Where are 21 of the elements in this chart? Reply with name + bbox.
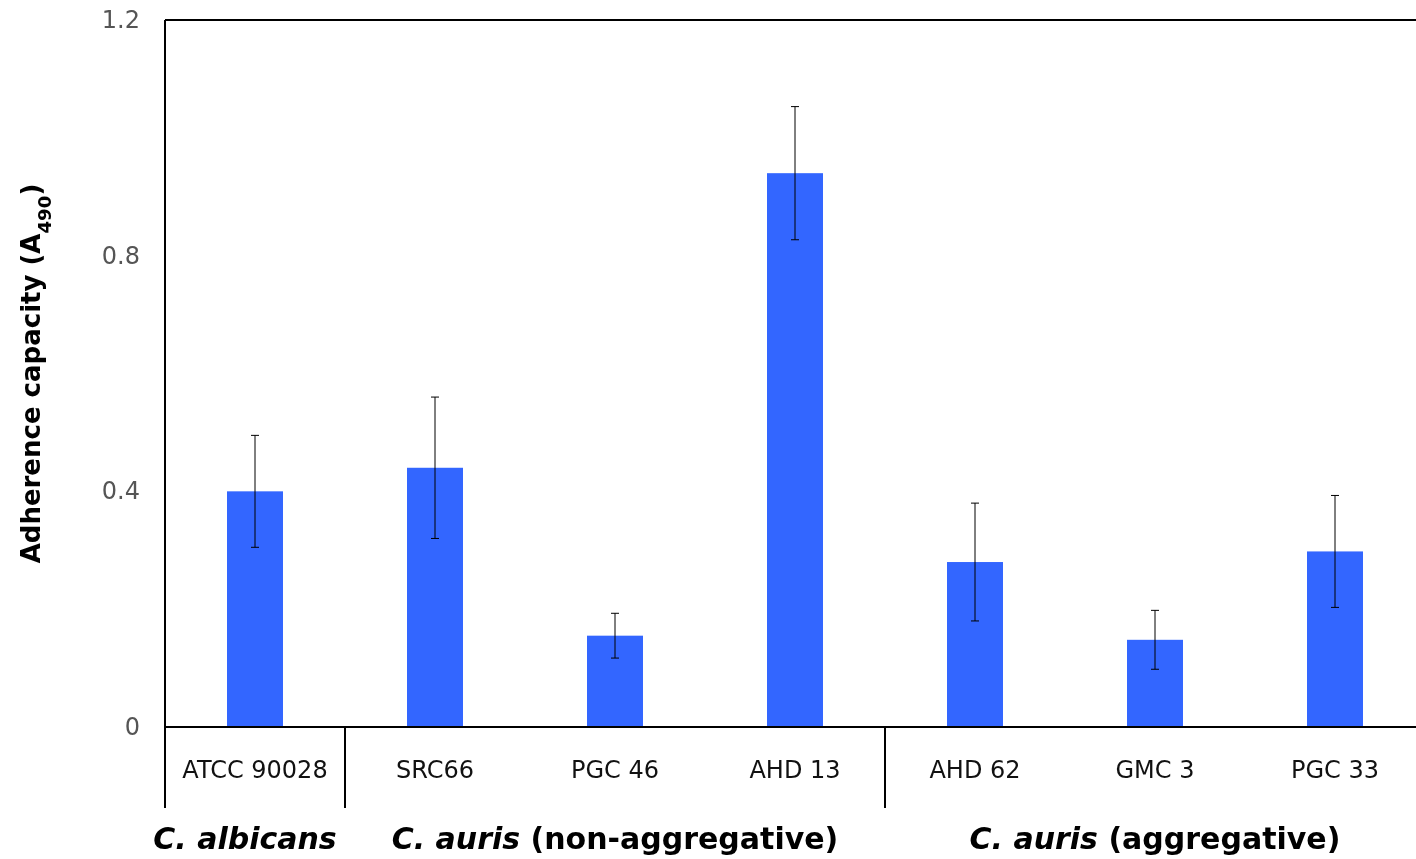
bar bbox=[767, 173, 823, 727]
x-tick-label: SRC66 bbox=[395, 756, 475, 784]
y-tick-label: 0.8 bbox=[101, 241, 140, 270]
x-tick-label: PGC 46 bbox=[571, 756, 659, 784]
text: C. auris (non-aggregative) bbox=[391, 820, 839, 856]
bar bbox=[947, 562, 1003, 727]
bar bbox=[1127, 639, 1183, 727]
text: C. albicans bbox=[153, 820, 337, 856]
x-tick-label: AHD 13 bbox=[749, 756, 841, 784]
text: C. auris (aggregative) bbox=[969, 820, 1341, 856]
y-tick-label: 1.2 bbox=[101, 6, 140, 34]
x-tick-label: PGC 33 bbox=[1291, 756, 1379, 784]
x-tick-label: ATCC 90028 bbox=[182, 756, 328, 784]
y-tick-label: 0 bbox=[124, 713, 140, 741]
x-tick-label: AHD 62 bbox=[929, 756, 1021, 784]
x-tick-label: GMC 3 bbox=[1115, 756, 1195, 784]
bar bbox=[227, 491, 283, 727]
bar bbox=[407, 467, 463, 727]
y-tick-label: 0.4 bbox=[101, 477, 140, 506]
bar bbox=[1307, 551, 1363, 727]
bar bbox=[587, 635, 643, 727]
